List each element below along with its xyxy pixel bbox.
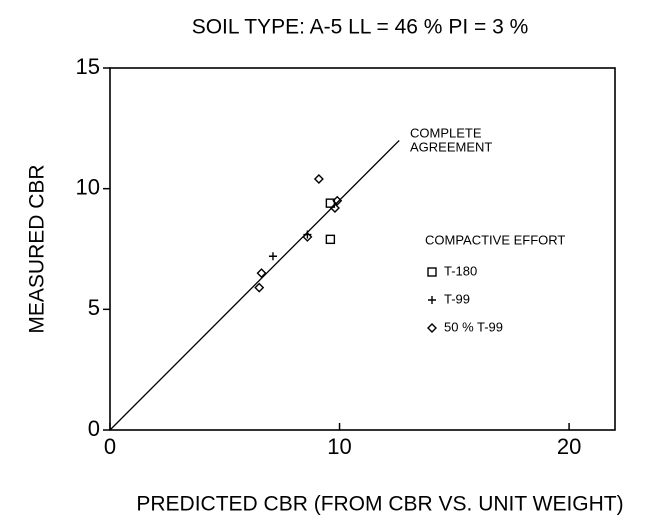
annotation: COMPLETE: [410, 125, 482, 140]
point: [329, 202, 340, 213]
point: [268, 252, 277, 261]
annotation: AGREEMENT: [410, 139, 492, 154]
x-axis-label: PREDICTED CBR (FROM CBR VS. UNIT WEIGHT): [136, 493, 623, 516]
y-tick-label: 15: [76, 54, 100, 79]
x-tick-label: 20: [557, 434, 581, 459]
point: [302, 231, 313, 242]
chart-title: SOIL TYPE: A-5 LL = 46 % PI = 3 %: [192, 16, 529, 39]
point: [313, 174, 324, 185]
x-tick-label: 0: [104, 434, 116, 459]
y-tick-label: 5: [88, 295, 100, 320]
legend-label: 50 % T-99: [444, 319, 503, 334]
point: [256, 268, 267, 279]
legend-marker: [428, 296, 436, 304]
agreement-line: [109, 139, 400, 431]
x-tick-label: 10: [327, 434, 351, 459]
point: [254, 282, 265, 293]
legend-title: COMPACTIVE EFFORT: [425, 232, 565, 247]
legend-label: T-180: [444, 263, 477, 278]
point: [303, 230, 312, 239]
legend-marker: [427, 267, 437, 277]
point: [332, 195, 343, 206]
y-tick-label: 10: [76, 174, 100, 199]
legend-label: T-99: [444, 291, 470, 306]
y-axis-label: MEASURED CBR: [26, 164, 49, 333]
legend-marker: [427, 323, 437, 333]
plot-frame: [109, 67, 616, 431]
y-tick-label: 0: [88, 416, 100, 441]
point: [325, 198, 336, 208]
point: [325, 234, 336, 245]
